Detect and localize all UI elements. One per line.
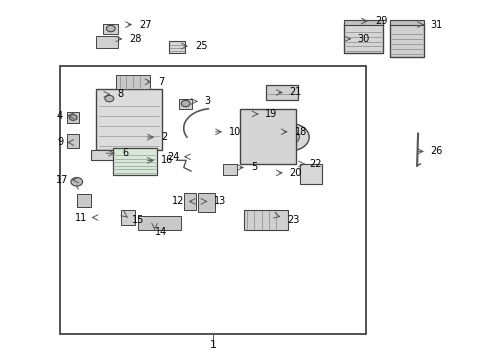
Bar: [103, 23, 118, 33]
Text: 31: 31: [430, 19, 442, 30]
Bar: [244, 210, 287, 230]
Bar: [137, 216, 181, 230]
Bar: [239, 109, 295, 164]
Bar: [266, 85, 297, 100]
Bar: [179, 99, 192, 109]
Text: 8: 8: [117, 89, 123, 99]
Text: 23: 23: [287, 215, 299, 225]
Text: 4: 4: [57, 111, 63, 121]
Bar: [120, 210, 135, 225]
Bar: [169, 41, 185, 53]
Bar: [389, 23, 424, 57]
Circle shape: [106, 25, 115, 32]
Text: 27: 27: [139, 19, 151, 30]
Bar: [389, 20, 424, 24]
Text: 12: 12: [172, 197, 184, 206]
Text: 20: 20: [289, 168, 302, 178]
Text: 2: 2: [161, 132, 167, 142]
Circle shape: [181, 100, 190, 107]
Text: 28: 28: [129, 34, 142, 44]
Text: 25: 25: [195, 41, 207, 51]
Text: 9: 9: [57, 138, 63, 148]
Bar: [222, 164, 237, 175]
Text: 3: 3: [204, 96, 210, 107]
Bar: [198, 193, 215, 212]
Bar: [77, 194, 91, 207]
Text: 18: 18: [294, 127, 306, 137]
Circle shape: [105, 95, 114, 102]
Text: 26: 26: [430, 147, 442, 157]
Text: 10: 10: [228, 127, 241, 137]
Bar: [183, 193, 196, 210]
Text: 5: 5: [250, 162, 257, 172]
Text: 7: 7: [158, 77, 164, 87]
Text: 6: 6: [122, 148, 128, 158]
Circle shape: [69, 114, 77, 120]
Bar: [60, 66, 366, 334]
Text: 14: 14: [154, 227, 166, 237]
Text: 11: 11: [75, 212, 87, 222]
Bar: [254, 111, 268, 119]
Text: 17: 17: [56, 175, 68, 185]
Text: 29: 29: [374, 16, 386, 26]
Bar: [113, 148, 157, 175]
Text: 16: 16: [161, 156, 173, 165]
Bar: [116, 75, 149, 89]
Bar: [344, 20, 382, 24]
Bar: [96, 36, 118, 48]
Text: 30: 30: [357, 34, 369, 44]
Bar: [67, 134, 79, 148]
Text: 19: 19: [265, 109, 277, 119]
Circle shape: [282, 131, 299, 144]
Text: 22: 22: [308, 159, 321, 169]
Text: 1: 1: [209, 340, 216, 350]
Bar: [91, 150, 118, 160]
Bar: [96, 89, 162, 150]
Circle shape: [71, 177, 82, 186]
Text: 15: 15: [131, 215, 144, 225]
Bar: [67, 112, 79, 123]
Bar: [344, 23, 382, 53]
Text: 24: 24: [167, 152, 180, 162]
Text: 13: 13: [214, 197, 226, 206]
Text: 21: 21: [289, 87, 302, 98]
Circle shape: [272, 123, 308, 151]
Bar: [300, 164, 322, 184]
